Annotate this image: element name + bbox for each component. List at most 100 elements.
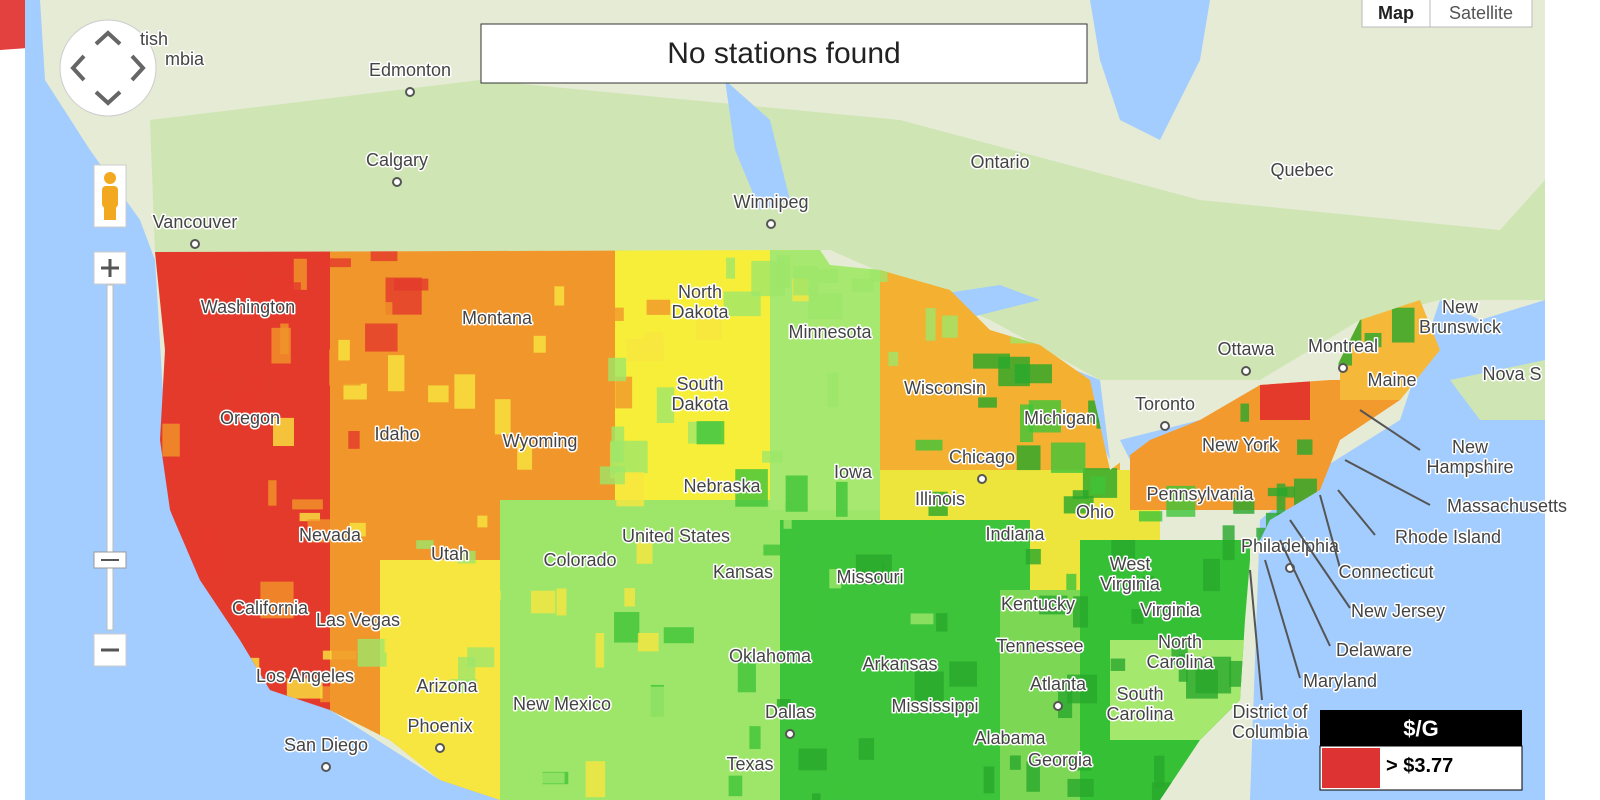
county-patch <box>614 611 640 643</box>
place-label: Iowa <box>834 462 873 482</box>
place-label: North <box>678 282 722 302</box>
city-dot <box>1053 701 1063 711</box>
county-patch <box>1073 596 1089 628</box>
county-patch <box>162 423 180 457</box>
place-label: Las Vegas <box>316 610 400 630</box>
county-patch <box>700 592 716 614</box>
city-dot <box>1160 421 1170 431</box>
county-patch <box>384 620 402 653</box>
place-label: Virginia <box>1140 600 1201 620</box>
place-label: Colorado <box>543 550 616 570</box>
place-label: Atlanta <box>1030 674 1087 694</box>
city-dot <box>785 729 795 739</box>
banner-box <box>480 23 1088 84</box>
place-label: Missouri <box>836 567 903 587</box>
place-label: Montana <box>462 308 533 328</box>
place-label: Virginia <box>1100 574 1161 594</box>
county-patch <box>1166 485 1196 517</box>
callout-line <box>1359 409 1421 451</box>
county-patch <box>286 678 323 699</box>
county-patch <box>910 613 934 625</box>
county-patch <box>925 308 936 341</box>
lake <box>725 80 790 210</box>
pan-control[interactable] <box>59 19 157 117</box>
place-label: Ontario <box>970 152 1029 172</box>
county-patch <box>661 662 693 686</box>
county-patch <box>457 550 476 564</box>
county-patch <box>349 522 366 537</box>
zoom-handle[interactable] <box>93 551 127 569</box>
place-label: Indiana <box>985 524 1045 544</box>
pegman[interactable] <box>93 164 127 228</box>
place-label: Winnipeg <box>733 192 808 212</box>
place-label: Dakota <box>671 394 729 414</box>
city-dot <box>405 87 415 97</box>
county-patch <box>624 588 635 607</box>
county-patch <box>338 339 350 361</box>
legend-header <box>1320 710 1522 746</box>
county-patch <box>454 374 476 409</box>
place-label: Edmonton <box>369 60 451 80</box>
county-patch <box>402 606 419 619</box>
city-dot <box>392 177 402 187</box>
county-patch <box>200 372 236 381</box>
county-patch <box>949 661 977 687</box>
county-patch <box>1068 759 1092 771</box>
map-button[interactable] <box>1361 0 1431 28</box>
county-patch <box>626 338 665 362</box>
place-label: New <box>1442 297 1479 317</box>
place-label: Nova S <box>1482 364 1541 384</box>
county-patch <box>480 471 505 490</box>
place-label: Connecticut <box>1338 562 1433 582</box>
county-patch <box>365 323 398 352</box>
county-patch <box>1222 525 1235 561</box>
callout-line <box>1289 519 1351 609</box>
place-label: Tennessee <box>996 636 1083 656</box>
county-patch <box>523 250 545 280</box>
place-label: Michigan <box>1024 408 1096 428</box>
county-patch <box>299 512 321 522</box>
county-patch <box>1014 364 1052 384</box>
place-label: New York <box>1202 435 1279 455</box>
satellite-button[interactable] <box>1429 0 1533 28</box>
county-patch <box>1009 755 1021 770</box>
map-button-label[interactable]: Map <box>1378 3 1414 23</box>
county-patch <box>393 278 429 291</box>
county-patch <box>827 372 839 408</box>
county-patch <box>983 766 995 794</box>
county-patch <box>232 391 256 416</box>
county-patch <box>388 355 405 392</box>
place-label: New Jersey <box>1351 601 1445 621</box>
bay <box>1090 0 1210 140</box>
callout-line <box>1279 539 1331 647</box>
county-patch <box>524 679 552 690</box>
county-patch <box>1090 476 1106 495</box>
legend-label: > $3.77 <box>1386 755 1453 777</box>
county-patch <box>208 269 246 294</box>
county-patch <box>266 282 301 320</box>
county-patch <box>1203 558 1220 592</box>
place-label: Phoenix <box>407 716 472 736</box>
place-label: Idaho <box>374 424 419 444</box>
county-patch <box>1233 497 1255 514</box>
county-patch <box>478 607 494 646</box>
callout-line <box>1249 569 1263 701</box>
place-label: tish <box>140 29 168 49</box>
county-patch <box>1131 609 1144 624</box>
county-patch <box>1195 656 1232 694</box>
place-label: West <box>1110 554 1151 574</box>
satellite-button-label[interactable]: Satellite <box>1449 3 1513 23</box>
county-patch <box>357 638 387 667</box>
pacific <box>25 560 400 800</box>
county-patch <box>338 663 358 673</box>
zoom-in[interactable] <box>93 251 127 285</box>
zoom-out[interactable] <box>93 633 127 667</box>
place-label: Quebec <box>1270 160 1333 180</box>
county-patch <box>928 491 948 516</box>
place-label: mbia <box>165 49 205 69</box>
place-label: Rhode Island <box>1395 527 1501 547</box>
place-label: Oregon <box>220 408 280 428</box>
